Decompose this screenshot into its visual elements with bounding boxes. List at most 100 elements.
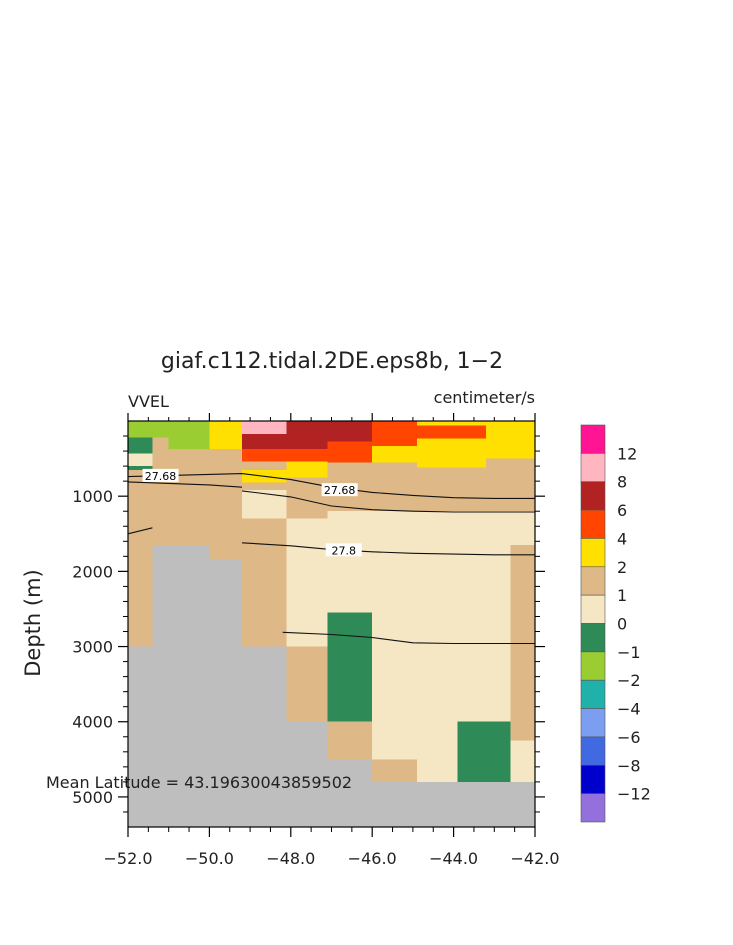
- heatmap-cell: [128, 545, 153, 647]
- y-tick-label: 5000: [72, 788, 113, 807]
- heatmap-cell: [457, 721, 511, 782]
- heatmap-cell: [241, 421, 287, 434]
- heatmap-cell: [241, 448, 328, 462]
- heatmap-cell: [286, 421, 328, 449]
- x-tick-label: −44.0: [429, 849, 478, 868]
- heatmap-cell: [152, 437, 169, 470]
- colorbar-label: −12: [617, 785, 651, 804]
- colorbar-label: 4: [617, 529, 627, 548]
- y-axis-label: Depth (m): [21, 569, 45, 676]
- heatmap-cell: [486, 421, 535, 459]
- chart-title: giaf.c112.tidal.2DE.eps8b, 1−2: [161, 349, 503, 374]
- land-mask: [372, 781, 535, 827]
- heatmap-cell: [327, 612, 373, 647]
- colorbar-label: −6: [617, 728, 641, 747]
- heatmap-cells: [128, 421, 535, 827]
- colorbar-label: −8: [617, 756, 641, 775]
- colorbar-swatch: [580, 708, 606, 738]
- heatmap-cell: [416, 759, 458, 782]
- colorbar-label: 12: [617, 444, 637, 463]
- colorbar-label: −1: [617, 643, 641, 662]
- heatmap-cell: [128, 466, 153, 470]
- colorbar-label: 2: [617, 558, 627, 577]
- contour-line: [127, 481, 243, 488]
- colorbar-swatch: [580, 566, 606, 596]
- colorbar-swatch: [580, 509, 606, 539]
- heatmap-cell: [286, 646, 328, 722]
- colorbar-swatch: [580, 538, 606, 568]
- heatmap-cell: [327, 421, 373, 442]
- contour-label: 27.8: [331, 544, 356, 557]
- contour-label: 27.68: [145, 470, 177, 483]
- heatmap-cell: [416, 438, 487, 468]
- heatmap-cell: [209, 448, 242, 470]
- land-mask: [241, 646, 287, 827]
- colorbar-swatch: [580, 651, 606, 681]
- heatmap-cell: [486, 458, 535, 512]
- heatmap-cell: [327, 721, 373, 760]
- colorbar: 12 8 6 4 2 1 0 −1 −2 −4 −6 −8 −12: [580, 424, 651, 823]
- heatmap-cell: [416, 425, 487, 439]
- heatmap-cell: [327, 441, 373, 463]
- heatmap-cell: [372, 759, 417, 782]
- contour-line: [241, 542, 535, 556]
- contour-line: [127, 527, 153, 535]
- colorbar-swatch: [580, 453, 606, 483]
- contour-label-box: [321, 483, 358, 497]
- x-tick-label: −42.0: [510, 849, 559, 868]
- contour-line: [282, 631, 535, 645]
- heatmap-cell: [241, 490, 287, 519]
- heatmap-cell: [416, 467, 487, 512]
- colorbar-swatch: [580, 764, 606, 794]
- heatmap-cell: [241, 482, 287, 491]
- colorbar-swatch: [580, 736, 606, 766]
- contour-line: [241, 490, 535, 513]
- heatmap-cell: [241, 461, 287, 470]
- heatmap-cell: [286, 461, 328, 478]
- colorbar-swatch: [580, 594, 606, 624]
- heatmap-cell: [209, 421, 242, 449]
- land-mask: [128, 646, 153, 827]
- heatmap-cell: [327, 646, 373, 722]
- heatmap-cell: [128, 421, 169, 438]
- heatmap-cell: [416, 421, 487, 426]
- heatmap-cell: [241, 518, 287, 647]
- heatmap-cell: [168, 448, 210, 470]
- heatmap-cell: [510, 740, 535, 782]
- variable-label: VVEL: [128, 392, 169, 411]
- heatmap-cell: [510, 646, 535, 741]
- y-tick-label: 4000: [72, 713, 113, 732]
- heatmap-cell: [128, 437, 153, 454]
- heatmap-cell: [128, 453, 153, 467]
- x-tick-label: −52.0: [103, 849, 152, 868]
- x-tick-label: −48.0: [266, 849, 315, 868]
- heatmap-cell: [372, 421, 417, 446]
- heatmap-cell: [209, 545, 242, 561]
- heatmap-cell: [286, 477, 328, 491]
- x-tick-label: −50.0: [185, 849, 234, 868]
- y-tick-label: 3000: [72, 638, 113, 657]
- contour-label-box: [325, 543, 362, 557]
- land-mask: [327, 759, 373, 827]
- colorbar-label: 1: [617, 586, 627, 605]
- heatmap-cell: [372, 445, 417, 463]
- contour-labels: 27.68 27.68 27.8: [142, 468, 362, 557]
- heatmap-cell: [168, 421, 210, 449]
- colorbar-label: −4: [617, 700, 641, 719]
- colorbar-label: −2: [617, 671, 641, 690]
- y-tick-label: 1000: [72, 487, 113, 506]
- heatmap-cell: [510, 511, 535, 546]
- colorbar-swatch: [580, 679, 606, 709]
- colorbar-swatch: [580, 623, 606, 653]
- x-tick-label: −46.0: [348, 849, 397, 868]
- land-mask: [152, 545, 210, 827]
- colorbar-label: 0: [617, 615, 627, 634]
- colorbar-label: 8: [617, 473, 627, 492]
- land-mask: [209, 560, 242, 827]
- axes: −52.0 −50.0 −48.0 −46.0 −44.0 −42.0 1000 2000 30…: [72, 413, 560, 868]
- heatmap-cell: [241, 433, 287, 449]
- land-mask: [286, 721, 328, 827]
- colorbar-swatch: [580, 793, 606, 823]
- heatmap-cell: [510, 545, 535, 647]
